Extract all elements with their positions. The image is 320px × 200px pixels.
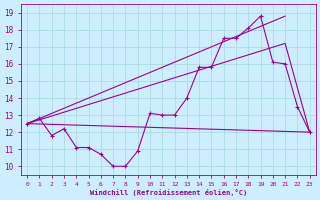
- X-axis label: Windchill (Refroidissement éolien,°C): Windchill (Refroidissement éolien,°C): [90, 189, 247, 196]
